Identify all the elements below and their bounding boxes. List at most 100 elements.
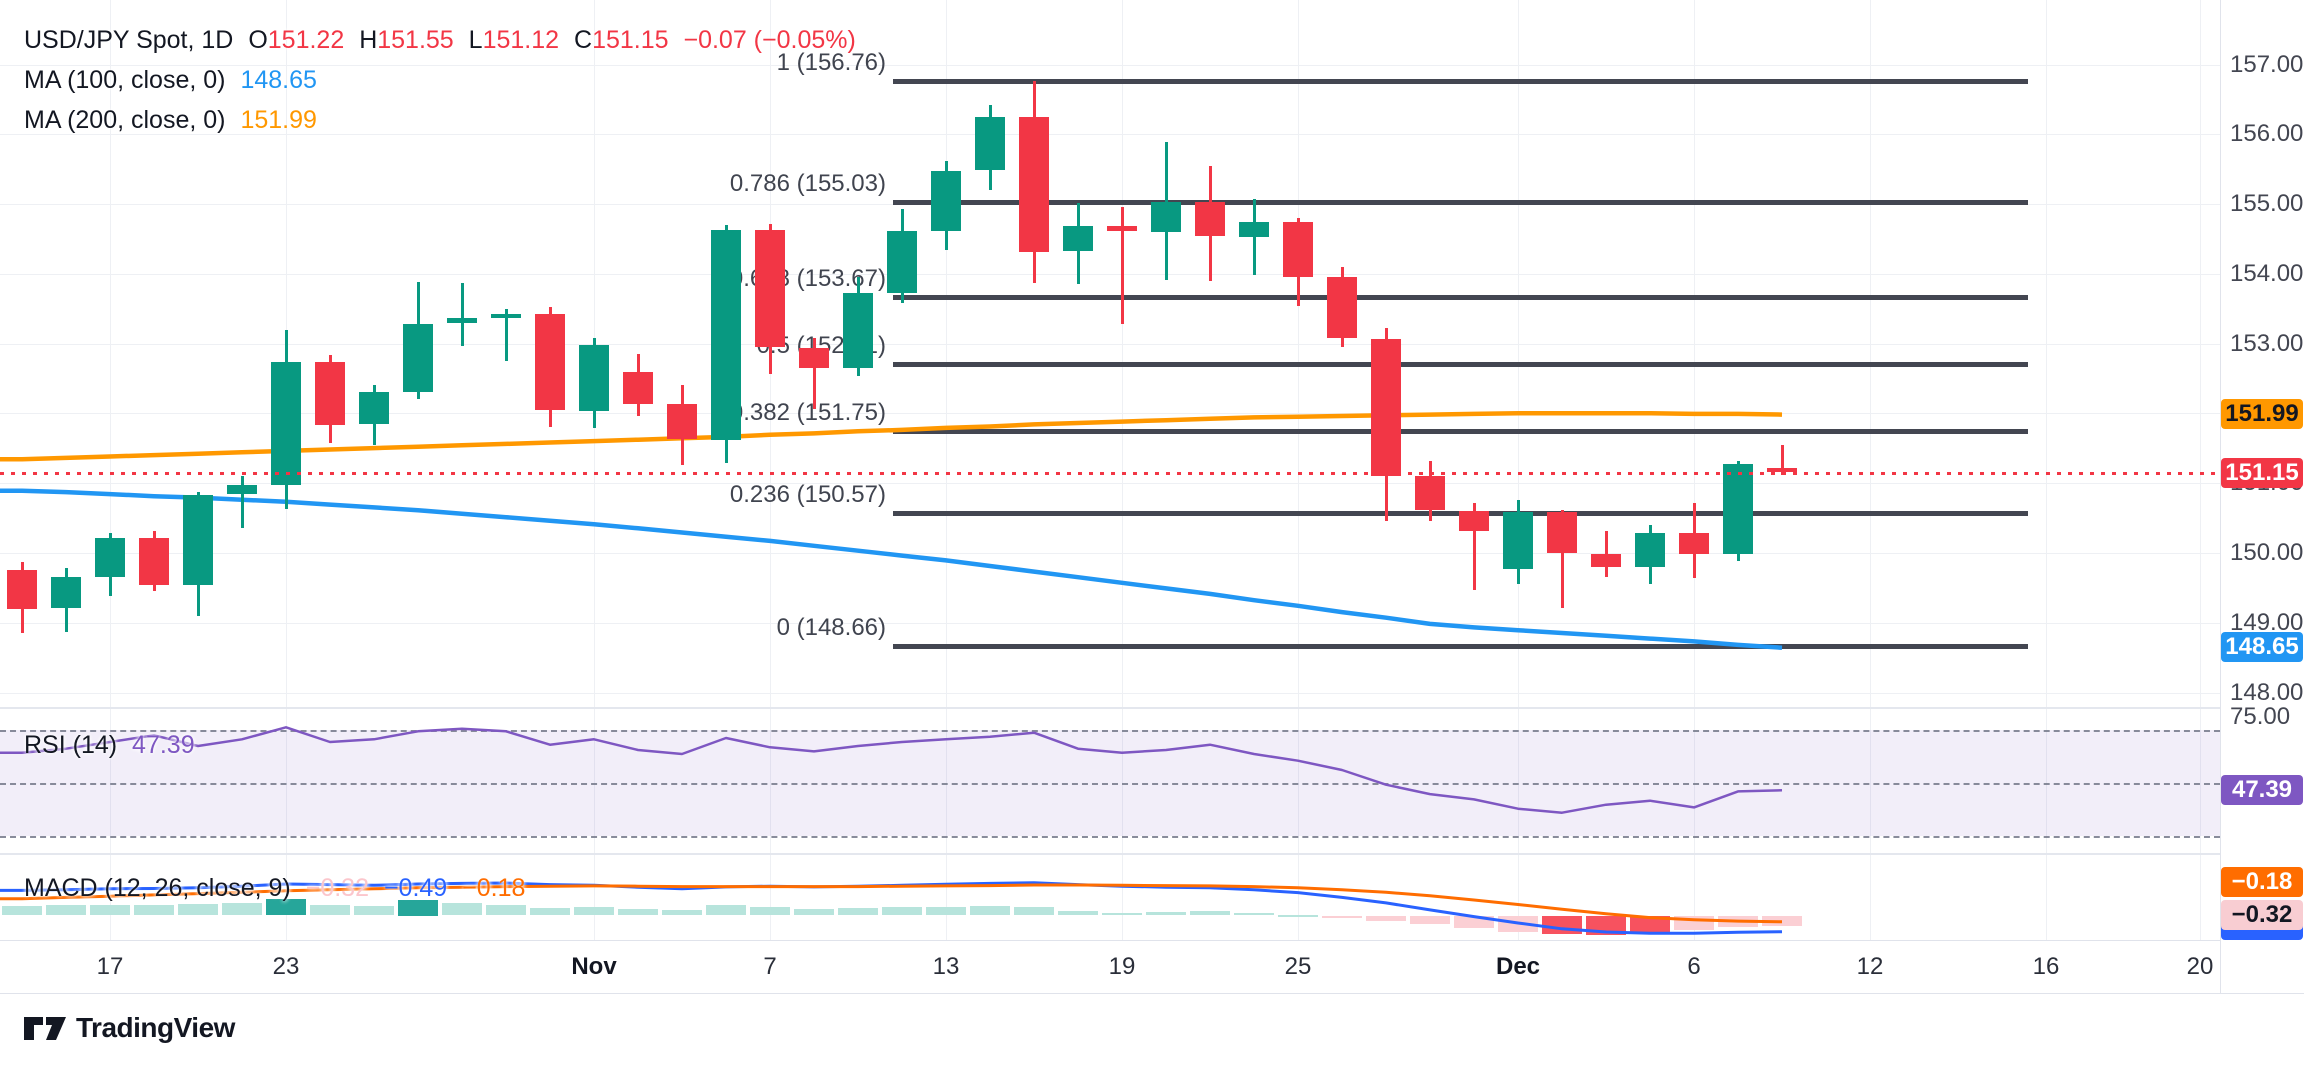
close-value: 151.15: [592, 26, 669, 54]
candle: [7, 570, 37, 609]
price-axis-label: 155.00: [2230, 190, 2304, 217]
candle-wick: [241, 476, 244, 528]
rsi-line: [0, 726, 1783, 814]
ma100-legend[interactable]: MA (100, close, 0) 148.65: [24, 66, 325, 95]
change-value: −0.07 (−0.05%): [683, 26, 856, 54]
close-label: C: [574, 26, 593, 54]
time-axis-label: 12: [1856, 953, 1884, 980]
ma100-line: [0, 488, 1783, 650]
macd-hist-value: −0.32: [305, 874, 369, 902]
price-axis-label: 153.00: [2230, 330, 2304, 357]
candle: [183, 495, 213, 585]
candle-wick: [1561, 510, 1564, 608]
macd-histogram-bar: [90, 905, 130, 915]
candle: [1283, 222, 1313, 277]
ma200-legend[interactable]: MA (200, close, 0) 151.99: [24, 106, 325, 135]
fib-level-line: [893, 644, 2028, 649]
candle: [843, 293, 873, 368]
last-price-line: [0, 472, 2220, 475]
macd-histogram-bar: [1014, 907, 1054, 915]
macd-hist-badge: −0.32: [2221, 900, 2303, 930]
candle: [711, 230, 741, 440]
fib-level-line: [893, 429, 2028, 434]
time-gridline: [1122, 0, 1123, 940]
time-axis-label: 16: [2032, 953, 2060, 980]
time-gridline: [110, 0, 111, 940]
time-axis-label: 6: [1687, 953, 1701, 980]
macd-histogram-bar: [486, 905, 526, 915]
macd-histogram-bar: [178, 904, 218, 915]
symbol-legend[interactable]: USD/JPY Spot, 1D O151.22 H151.55 L151.12…: [24, 26, 864, 55]
fib-level-line: [893, 200, 2028, 205]
price-axis[interactable]: [2220, 0, 2304, 993]
pane-divider[interactable]: [0, 853, 2304, 855]
ma200-badge: 151.99: [2221, 399, 2303, 429]
ma100-label: MA (100, close, 0): [24, 66, 226, 94]
candle: [931, 171, 961, 231]
brand-name: TradingView: [76, 1012, 235, 1043]
time-axis[interactable]: 17 23 Nov 7 13 19 25 Dec 6 12 16 20: [0, 941, 2304, 993]
macd-histogram-bar: [838, 908, 878, 915]
candle: [1723, 464, 1753, 554]
macd-histogram-bar: [574, 907, 614, 915]
macd-signal-value: −0.18: [462, 874, 526, 902]
time-axis-label: Nov: [571, 953, 617, 980]
ma100-badge: 148.65: [2221, 632, 2303, 662]
macd-histogram-bar: [750, 907, 790, 915]
candle-wick: [1121, 207, 1124, 324]
candle: [1503, 512, 1533, 569]
macd-histogram-bar: [530, 908, 570, 915]
low-label: L: [468, 26, 483, 54]
price-gridline: [0, 413, 2220, 414]
macd-signal-badge: −0.18: [2221, 867, 2303, 897]
rsi-axis-label: 75.00: [2230, 703, 2291, 730]
price-gridline: [0, 553, 2220, 554]
last-price-badge: 151.15: [2221, 458, 2303, 488]
time-axis-label: 20: [2186, 953, 2214, 980]
macd-histogram-bar: [618, 909, 658, 915]
candle: [1635, 533, 1665, 567]
time-axis-label: Dec: [1495, 953, 1541, 980]
macd-histogram-bar: [1058, 911, 1098, 915]
fib-level-label: 0 (148.66): [776, 614, 886, 641]
rsi-label: RSI (14): [24, 731, 118, 759]
candle: [1679, 533, 1709, 554]
candle: [1767, 468, 1797, 472]
price-gridline: [0, 693, 2220, 694]
candle: [447, 318, 477, 323]
time-gridline: [594, 0, 595, 940]
macd-label: MACD (12, 26, close, 9): [24, 874, 291, 902]
macd-line-value: −0.49: [383, 874, 448, 902]
macd-histogram-bar: [46, 905, 86, 915]
macd-legend[interactable]: MACD (12, 26, close, 9) −0.32 −0.49 −0.1…: [24, 874, 533, 903]
price-gridline: [0, 623, 2220, 624]
pane-divider[interactable]: [0, 707, 2304, 709]
time-gridline: [1298, 0, 1299, 940]
macd-histogram-bar: [442, 903, 482, 915]
rsi-legend[interactable]: RSI (14) 47.39: [24, 731, 203, 760]
tradingview-logo[interactable]: TradingView: [22, 1010, 235, 1046]
time-gridline: [1694, 0, 1695, 940]
macd-histogram-bar: [970, 906, 1010, 915]
macd-histogram-bar: [1278, 915, 1318, 917]
macd-histogram-bar: [1410, 916, 1450, 924]
candle-wick: [813, 338, 816, 409]
price-gridline: [0, 344, 2220, 345]
price-axis-label: 156.00: [2230, 120, 2304, 147]
symbol-title: USD/JPY Spot, 1D: [24, 26, 234, 54]
time-axis-label: 25: [1284, 953, 1312, 980]
candle: [1327, 277, 1357, 338]
open-label: O: [248, 26, 268, 54]
macd-histogram-bar: [1146, 912, 1186, 915]
time-gridline: [1870, 0, 1871, 940]
macd-signal-line: [0, 883, 1783, 924]
macd-histogram-bar: [1102, 913, 1142, 915]
ma200-value: 151.99: [240, 106, 317, 134]
macd-histogram-bar: [1630, 916, 1670, 932]
candle: [667, 404, 697, 439]
macd-histogram-bar: [1322, 916, 1362, 918]
macd-histogram-bar: [926, 907, 966, 915]
macd-histogram-bar: [2, 906, 42, 915]
fib-level-line: [893, 79, 2028, 84]
